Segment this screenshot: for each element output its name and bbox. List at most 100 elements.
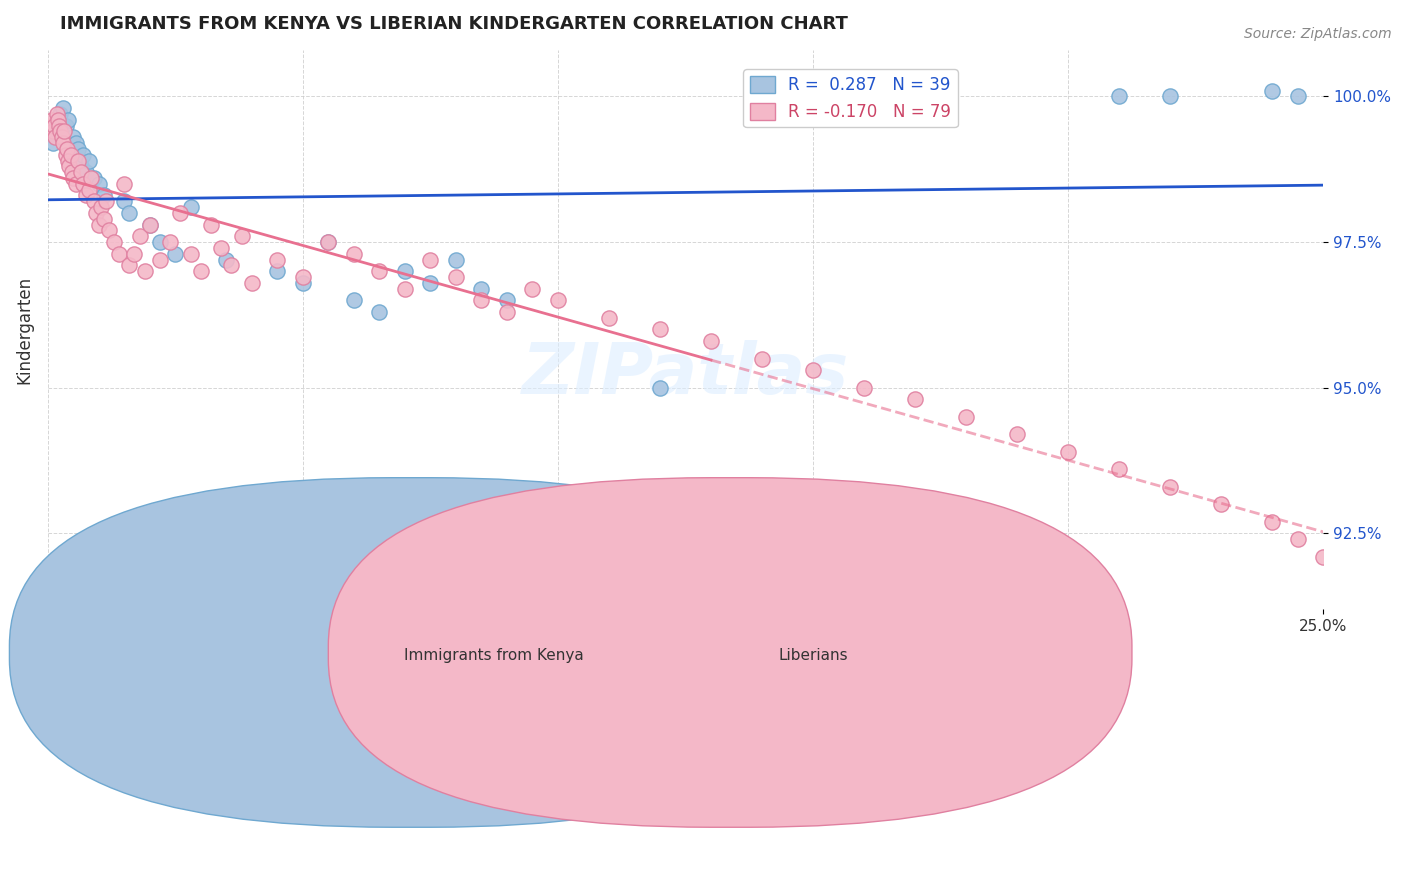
Point <box>1286 533 1309 547</box>
Point <box>46 112 69 127</box>
Point <box>56 112 79 127</box>
Point <box>165 246 187 260</box>
Point <box>80 171 103 186</box>
Point <box>1312 549 1334 564</box>
Point <box>72 177 94 191</box>
Text: IMMIGRANTS FROM KENYA VS LIBERIAN KINDERGARTEN CORRELATION CHART: IMMIGRANTS FROM KENYA VS LIBERIAN KINDER… <box>60 15 848 33</box>
Point <box>1159 89 1181 103</box>
Point <box>138 218 160 232</box>
Point <box>41 112 63 127</box>
Point <box>53 124 76 138</box>
Point <box>496 293 519 308</box>
Point <box>58 159 80 173</box>
Point <box>55 147 77 161</box>
Point <box>65 136 87 150</box>
Point <box>42 136 65 150</box>
Point <box>65 177 87 191</box>
Point <box>49 124 72 138</box>
Point <box>648 381 671 395</box>
Point <box>496 305 519 319</box>
Point <box>1159 480 1181 494</box>
Text: Source: ZipAtlas.com: Source: ZipAtlas.com <box>1244 27 1392 41</box>
Point <box>209 241 232 255</box>
Point <box>801 363 824 377</box>
Point <box>700 334 723 348</box>
Point <box>51 130 73 145</box>
Point <box>955 409 977 424</box>
Point <box>59 147 82 161</box>
Point <box>48 119 70 133</box>
Point <box>44 119 66 133</box>
Point <box>112 177 135 191</box>
Point <box>394 264 416 278</box>
Point <box>419 252 441 267</box>
Text: ZIPatlas: ZIPatlas <box>522 340 849 409</box>
Point <box>56 142 79 156</box>
Point <box>96 194 118 209</box>
Point <box>77 183 100 197</box>
Point <box>1108 89 1130 103</box>
Point <box>1286 89 1309 103</box>
Point <box>547 293 569 308</box>
Point <box>90 200 112 214</box>
Point <box>112 194 135 209</box>
Point <box>72 147 94 161</box>
Point <box>45 107 67 121</box>
Point <box>83 194 105 209</box>
Point <box>343 293 366 308</box>
Point <box>180 200 202 214</box>
FancyBboxPatch shape <box>329 478 1132 827</box>
Point <box>1057 445 1080 459</box>
Point <box>190 264 212 278</box>
Point <box>52 136 75 150</box>
Point <box>149 252 172 267</box>
Point <box>1108 462 1130 476</box>
Point <box>444 270 467 285</box>
Point <box>118 259 141 273</box>
Point <box>266 264 288 278</box>
Point <box>1261 84 1284 98</box>
Point <box>598 310 620 325</box>
Point <box>70 159 93 173</box>
Point <box>55 119 77 133</box>
Point <box>134 264 156 278</box>
Point <box>75 165 97 179</box>
Point <box>83 171 105 186</box>
Text: Immigrants from Kenya: Immigrants from Kenya <box>405 648 583 664</box>
Point <box>67 153 90 168</box>
Point <box>149 235 172 249</box>
Point <box>87 177 110 191</box>
Point <box>318 235 340 249</box>
Point <box>1005 427 1028 442</box>
Point <box>169 206 191 220</box>
Point <box>56 153 79 168</box>
Point <box>180 246 202 260</box>
Point <box>240 276 263 290</box>
Point <box>77 153 100 168</box>
Point <box>394 282 416 296</box>
Point <box>419 276 441 290</box>
Point <box>108 246 131 260</box>
Point <box>84 206 107 220</box>
Point <box>60 165 83 179</box>
Point <box>62 171 84 186</box>
Text: Liberians: Liberians <box>779 648 848 664</box>
Point <box>46 112 69 127</box>
Point <box>49 107 72 121</box>
Point <box>70 165 93 179</box>
Point <box>318 235 340 249</box>
Point <box>343 246 366 260</box>
Point <box>42 124 65 138</box>
Point <box>1261 515 1284 529</box>
Point <box>159 235 181 249</box>
Point <box>42 119 65 133</box>
Point <box>904 392 927 407</box>
Point <box>39 119 62 133</box>
Point <box>62 130 84 145</box>
Point <box>118 206 141 220</box>
Point <box>266 252 288 267</box>
Point <box>87 218 110 232</box>
Point <box>751 351 773 366</box>
Point <box>103 235 125 249</box>
Point <box>648 322 671 336</box>
